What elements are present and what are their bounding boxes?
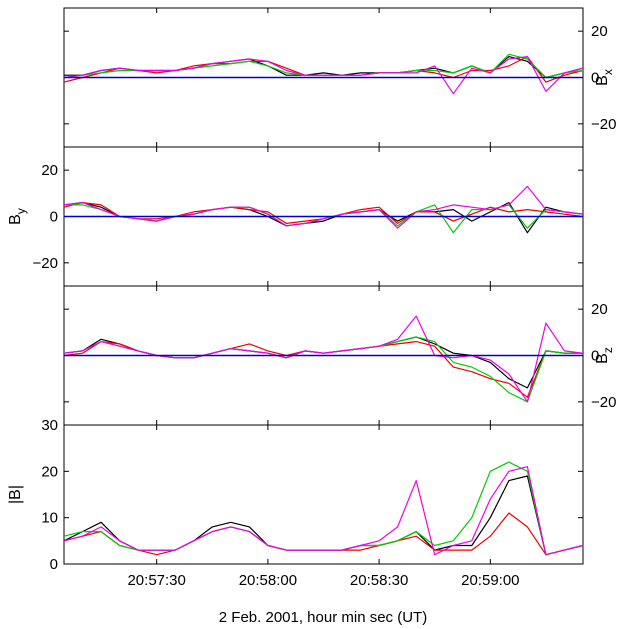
panel-bz-series-0 <box>63 336 583 389</box>
panel-by-ylabel: By <box>7 208 28 225</box>
panel-by-ytick-label: 20 <box>41 162 58 179</box>
panel-bx-series-2 <box>63 53 584 79</box>
panel-b-ytick-label: 30 <box>41 417 58 434</box>
panel-bx-ylabel-sub: x <box>601 69 615 75</box>
panel-by-series-0 <box>63 202 584 234</box>
panel-b-ytick-label: 20 <box>41 463 58 480</box>
panel-bz-series-2 <box>63 336 583 403</box>
panel-bz-series-3 <box>63 315 584 403</box>
x-tick-label: 20:57:30 <box>127 572 185 589</box>
panel-bz-ylabel-sub: z <box>601 347 615 353</box>
panel-bx-ytick-label: 20 <box>591 23 608 40</box>
panel-by-ylabel-sub: y <box>14 208 28 214</box>
panel-by-series-3 <box>63 185 584 229</box>
panel-by: −20 0 20 By <box>7 146 584 287</box>
x-tick-label: 20:59:00 <box>461 572 519 589</box>
x-axis-label: 2 Feb. 2001, hour min sec (UT) <box>219 609 427 626</box>
panel-b-frame <box>63 424 584 565</box>
panel-b-ylabel: |B| <box>7 485 24 504</box>
panel-b: 0 10 20 30 20:57:30 20:58:00 20:58:30 20:59:00 |… <box>7 417 584 589</box>
panel-bz-ytick-label: 20 <box>591 301 608 318</box>
panel-bx-series-3 <box>63 55 584 95</box>
panel-b-series-3 <box>63 466 584 556</box>
panel-b-series-0 <box>63 475 584 556</box>
panel-bz-ytick-label: −20 <box>591 394 616 411</box>
panel-bx-ytick-label: −20 <box>591 116 616 133</box>
x-tick-label: 20:58:00 <box>239 572 297 589</box>
panel-by-ytick-label: 0 <box>50 209 58 226</box>
panel-b-ytick-label: 0 <box>50 556 58 573</box>
panel-by-ytick-label: −20 <box>33 255 58 272</box>
panel-bz-ytick-label: 0 <box>591 348 599 365</box>
panel-b-ytick-label: 10 <box>41 510 58 527</box>
panel-bx-ytick-label: 0 <box>591 70 599 87</box>
panel-b-series-1 <box>63 512 584 556</box>
x-tick-label: 20:58:30 <box>350 572 408 589</box>
